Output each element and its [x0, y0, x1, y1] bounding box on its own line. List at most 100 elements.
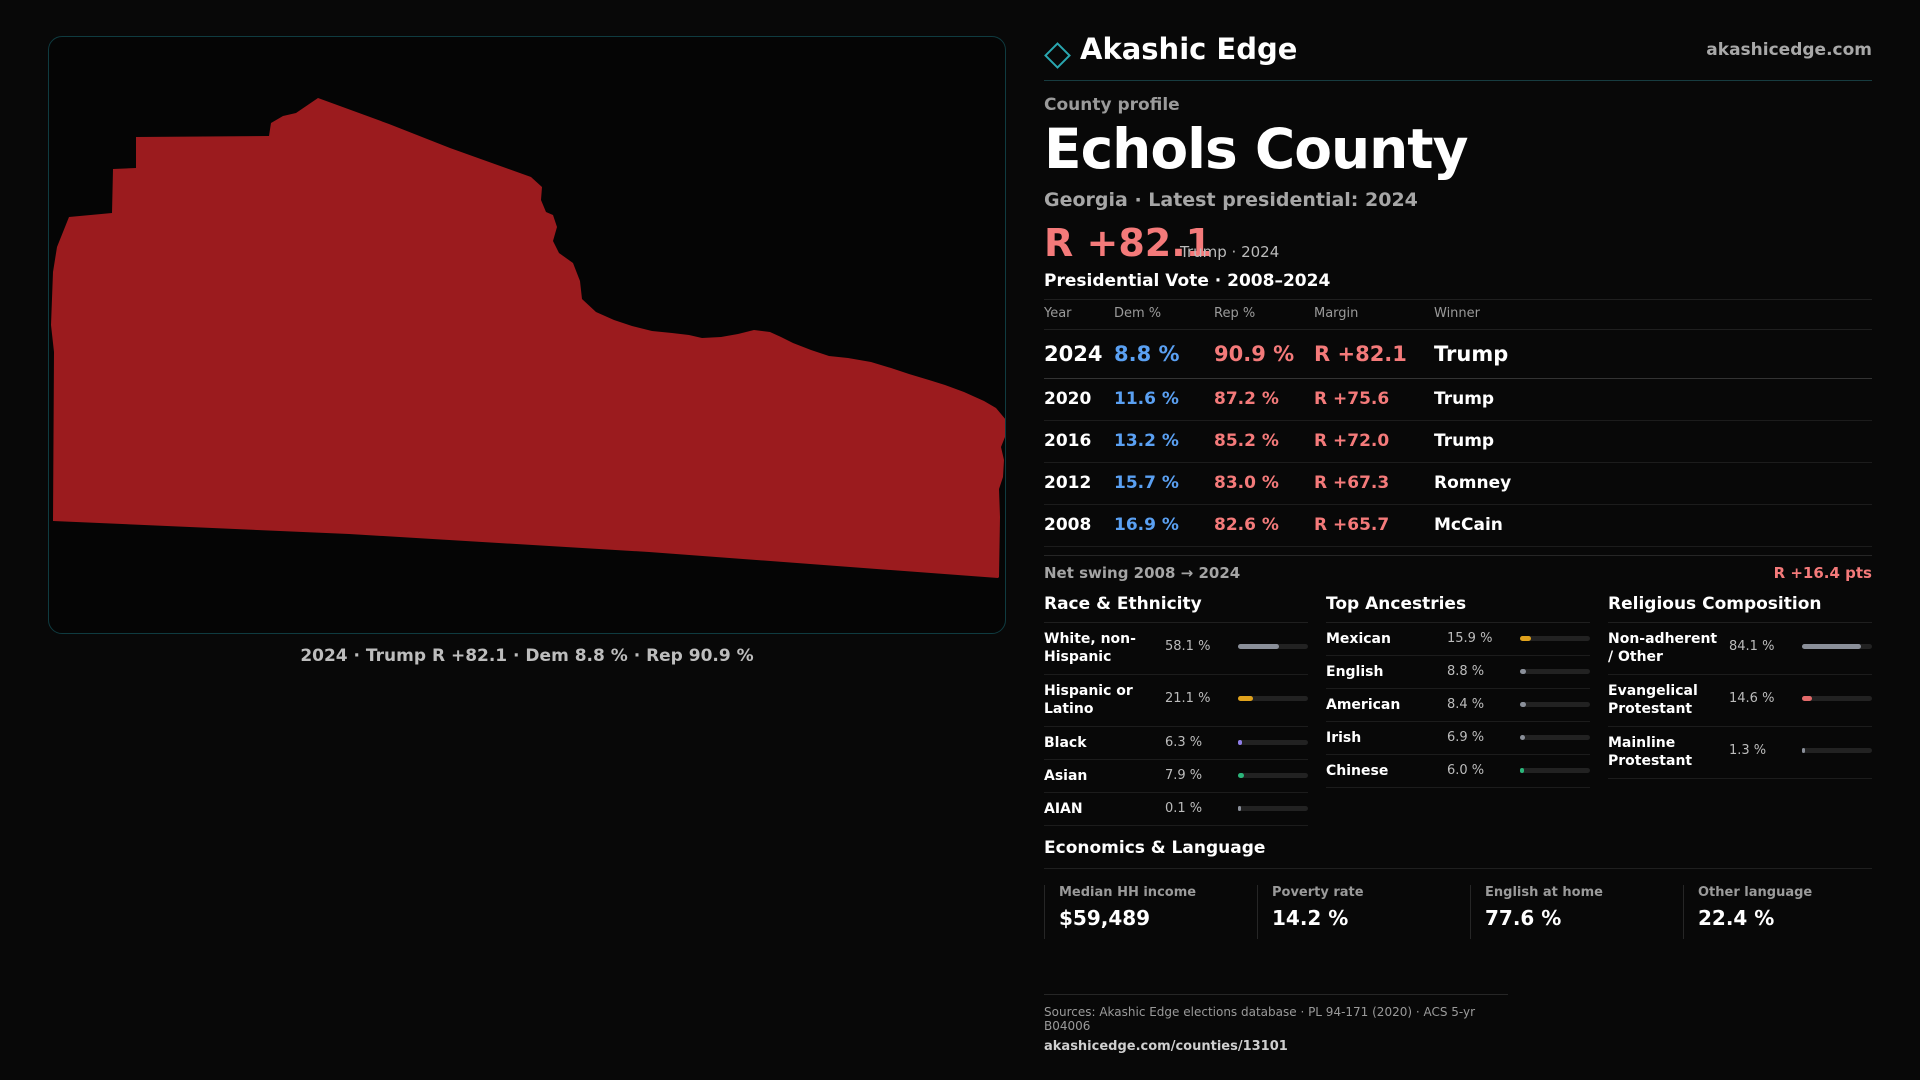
cell-winner: Trump — [1434, 420, 1872, 463]
item-bar — [1520, 668, 1590, 674]
brand-url-link[interactable]: akashicedge.com — [1706, 40, 1872, 60]
item-value: 7.9 % — [1165, 767, 1203, 783]
map-caption: 2024 · Trump R +82.1 · Dem 8.8 % · Rep 9… — [300, 646, 754, 666]
cell-rep: 85.2 % — [1214, 420, 1314, 463]
table-row: 2008 16.9 % 82.6 % R +65.7 McCain — [1044, 504, 1872, 547]
item-bar-fill — [1520, 734, 1525, 740]
cell-rep: 90.9 % — [1214, 329, 1314, 379]
item-bar-fill — [1802, 695, 1813, 701]
demographics: Race & Ethnicity White, non-Hispanic 58.1… — [1044, 594, 1872, 834]
item-bar — [1802, 695, 1872, 701]
list-item: English 8.8 % — [1326, 656, 1590, 689]
item-bar — [1238, 739, 1308, 745]
list-item: White, non-Hispanic 58.1 % — [1044, 623, 1308, 675]
cell-rep: 83.0 % — [1214, 462, 1314, 505]
cell-rep: 87.2 % — [1214, 378, 1314, 421]
item-label: White, non-Hispanic — [1044, 630, 1136, 665]
item-value: 6.3 % — [1165, 734, 1203, 750]
diamond-icon — [1044, 42, 1071, 69]
presidential-vote-title: Presidential Vote · 2008–2024 — [1044, 270, 1331, 291]
economics-title: Economics & Language — [1044, 838, 1872, 869]
ancestries-list: Mexican 15.9 % English 8.8 % American 8.4 % Ir… — [1326, 623, 1590, 788]
item-label: Black — [1044, 734, 1087, 751]
table-row: 2020 11.6 % 87.2 % R +75.6 Trump — [1044, 378, 1872, 421]
item-label: AIAN — [1044, 800, 1083, 817]
stat-poverty-rate: Poverty rate 14.2 % — [1257, 884, 1469, 939]
list-item: American 8.4 % — [1326, 689, 1590, 722]
item-bar — [1238, 695, 1308, 701]
item-label: English — [1326, 663, 1384, 680]
item-bar — [1238, 805, 1308, 811]
col-winner-header: Winner — [1434, 298, 1872, 330]
item-value: 58.1 % — [1165, 638, 1211, 654]
table-header-row: Year Dem % Rep % Margin Winner — [1044, 298, 1872, 330]
cell-year: 2012 — [1044, 462, 1114, 505]
county-map — [51, 98, 1005, 578]
county-map-panel — [48, 36, 1006, 634]
item-bar — [1520, 635, 1590, 641]
item-bar-fill — [1238, 772, 1244, 778]
cell-winner: Trump — [1434, 329, 1872, 379]
stat-english-at-home: English at home 77.6 % — [1470, 884, 1682, 939]
col-margin-header: Margin — [1314, 298, 1434, 330]
item-bar — [1520, 734, 1590, 740]
stat-other-language: Other language 22.4 % — [1683, 884, 1895, 939]
cell-margin: R +65.7 — [1314, 504, 1434, 547]
county-url-link[interactable]: akashicedge.com/counties/13101 — [1044, 1039, 1288, 1054]
stat-label: Other language — [1698, 884, 1813, 900]
cell-winner: Trump — [1434, 378, 1872, 421]
item-bar — [1238, 643, 1308, 649]
race-ethnicity-section: Race & Ethnicity White, non-Hispanic 58.1… — [1044, 594, 1308, 826]
item-bar-fill — [1238, 805, 1241, 811]
item-bar — [1520, 701, 1590, 707]
cell-dem: 16.9 % — [1114, 504, 1214, 547]
net-swing: Net swing 2008 → 2024 R +16.4 pts — [1044, 554, 1872, 588]
stat-value: 14.2 % — [1272, 905, 1349, 930]
county-shape — [51, 98, 1005, 578]
item-value: 6.9 % — [1447, 729, 1485, 745]
item-label: Hispanic or Latino — [1044, 682, 1133, 717]
list-item: Irish 6.9 % — [1326, 722, 1590, 755]
economics-stats: Median HH income $59,489 Poverty rate 14… — [1044, 869, 1872, 955]
item-label: Mainline Protestant — [1608, 734, 1693, 769]
cell-year: 2024 — [1044, 329, 1114, 379]
item-label: Chinese — [1326, 762, 1389, 779]
page-title: Echols County — [1044, 117, 1468, 181]
race-ethnicity-title: Race & Ethnicity — [1044, 594, 1308, 623]
item-bar-fill — [1520, 668, 1527, 674]
item-label: Evangelical Protestant — [1608, 682, 1698, 717]
item-value: 14.6 % — [1729, 690, 1775, 706]
item-bar — [1802, 747, 1872, 753]
cell-winner: McCain — [1434, 504, 1872, 547]
cell-rep: 82.6 % — [1214, 504, 1314, 547]
item-bar — [1238, 772, 1308, 778]
profile-subtitle: Georgia · Latest presidential: 2024 — [1044, 188, 1418, 211]
cell-year: 2020 — [1044, 378, 1114, 421]
stat-label: Poverty rate — [1272, 884, 1364, 900]
item-bar-fill — [1520, 767, 1525, 773]
table-row: 2024 8.8 % 90.9 % R +82.1 Trump — [1044, 329, 1872, 379]
table-row: 2016 13.2 % 85.2 % R +72.0 Trump — [1044, 420, 1872, 463]
item-bar-fill — [1802, 643, 1861, 649]
list-item: Asian 7.9 % — [1044, 760, 1308, 793]
item-value: 15.9 % — [1447, 630, 1493, 646]
net-swing-value: R +16.4 pts — [1773, 563, 1872, 582]
item-bar-fill — [1238, 739, 1243, 745]
col-year-header: Year — [1044, 298, 1114, 330]
religion-title: Religious Composition — [1608, 594, 1872, 623]
list-item: Mexican 15.9 % — [1326, 623, 1590, 656]
item-label: Irish — [1326, 729, 1362, 746]
cell-margin: R +75.6 — [1314, 378, 1434, 421]
net-swing-label: Net swing 2008 → 2024 — [1044, 563, 1241, 582]
stat-value: 77.6 % — [1485, 905, 1562, 930]
list-item: Black 6.3 % — [1044, 727, 1308, 760]
ancestries-section: Top Ancestries Mexican 15.9 % English 8.8 %… — [1326, 594, 1590, 788]
item-value: 1.3 % — [1729, 742, 1767, 758]
race-list: White, non-Hispanic 58.1 % Hispanic or Lat… — [1044, 623, 1308, 826]
item-bar-fill — [1238, 695, 1253, 701]
list-item: Non-adherent / Other 84.1 % — [1608, 623, 1872, 675]
religion-section: Religious Composition Non-adherent / Oth… — [1608, 594, 1872, 779]
list-item: AIAN 0.1 % — [1044, 793, 1308, 826]
item-label: Asian — [1044, 767, 1088, 784]
religion-list: Non-adherent / Other 84.1 % Evangelical Pr… — [1608, 623, 1872, 779]
